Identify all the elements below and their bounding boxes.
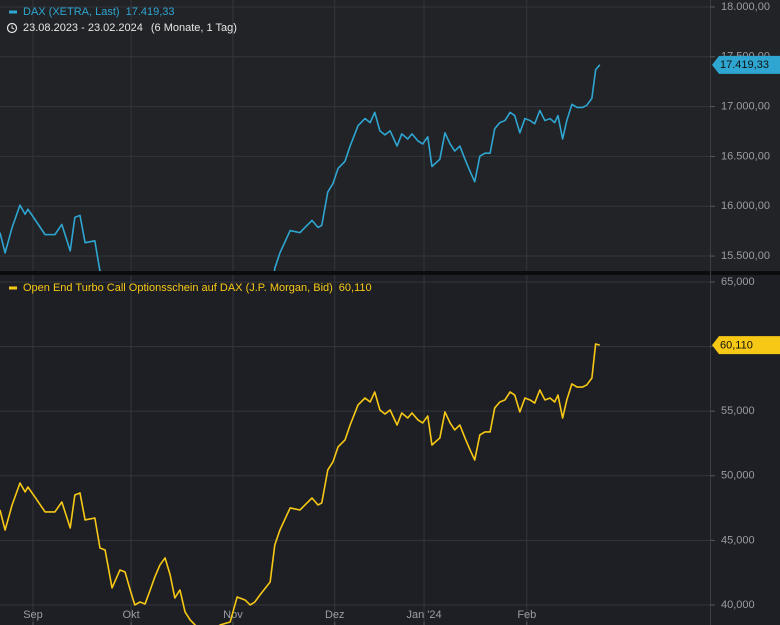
y-tick-label: 15.500,00 xyxy=(721,250,770,262)
x-tick-label: Okt xyxy=(123,609,140,621)
panel-background xyxy=(0,0,780,271)
legend-label: DAX (XETRA, Last) xyxy=(23,6,120,18)
y-tick-label: 55,000 xyxy=(721,405,755,417)
last-value-badge xyxy=(712,55,780,74)
last-value-badge xyxy=(712,336,780,355)
x-tick-label: Nov xyxy=(223,609,243,621)
legend-value: 60,110 xyxy=(339,282,372,294)
legend-swatch xyxy=(9,10,17,14)
y-tick-label: 65,000 xyxy=(721,276,755,288)
x-tick-label: Sep xyxy=(23,609,43,621)
subtitle: 23.08.2023 - 23.02.2024 xyxy=(23,22,143,34)
legend-value: 17.419,33 xyxy=(126,6,175,18)
y-tick-label: 16.000,00 xyxy=(721,200,770,212)
y-tick-label: 50,000 xyxy=(721,470,755,482)
price-line xyxy=(0,64,601,271)
legend-swatch xyxy=(9,286,17,290)
y-tick-label: 16.500,00 xyxy=(721,150,770,162)
y-tick-label: 17.000,00 xyxy=(721,101,770,113)
x-tick-label: Dez xyxy=(325,609,345,621)
period: (6 Monate, 1 Tag) xyxy=(151,22,237,34)
x-tick-label: Feb xyxy=(517,609,536,621)
y-tick-label: 18.000,00 xyxy=(721,1,770,13)
legend-label: Open End Turbo Call Optionsschein auf DA… xyxy=(23,282,333,294)
price-line xyxy=(0,343,601,625)
last-value-label: 17.419,33 xyxy=(720,59,769,71)
last-value-label: 60,110 xyxy=(720,340,753,352)
y-tick-label: 40,000 xyxy=(721,599,755,611)
panel-background xyxy=(0,275,780,625)
x-tick-label: Jan '24 xyxy=(406,609,441,621)
clock-hands xyxy=(11,25,15,30)
y-tick-label: 45,000 xyxy=(721,534,755,546)
clock-icon xyxy=(6,22,18,34)
panel-divider xyxy=(0,271,780,275)
